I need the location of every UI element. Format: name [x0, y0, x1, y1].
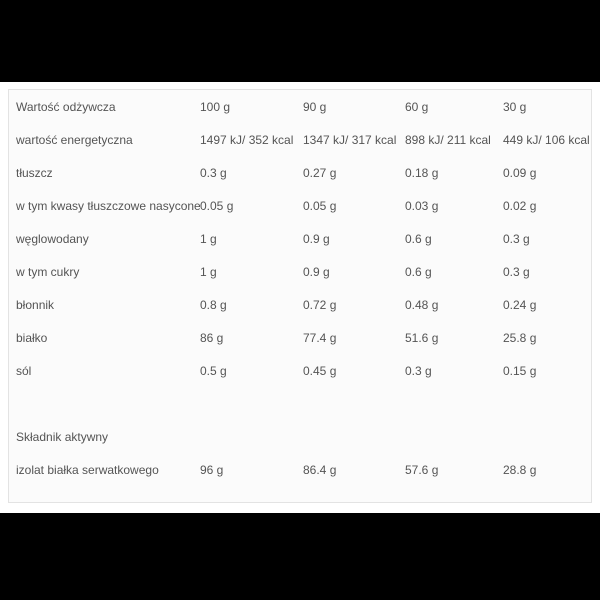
- table-section-header-row: Składnik aktywny: [9, 420, 591, 453]
- cell-value: 96 g: [200, 462, 224, 477]
- row-label: tłuszcz: [16, 165, 53, 180]
- cell-value: 86 g: [200, 330, 224, 345]
- nutrition-facts-table: Wartość odżywcza 100 g 90 g 60 g 30 g wa…: [8, 89, 592, 503]
- cell-value: 0.72 g: [303, 297, 337, 312]
- cell-value: 77.4 g: [303, 330, 337, 345]
- cell-value: 0.03 g: [405, 198, 439, 213]
- table-row: w tym cukry 1 g 0.9 g 0.6 g 0.3 g: [9, 255, 591, 288]
- page-background: Wartość odżywcza 100 g 90 g 60 g 30 g wa…: [0, 82, 600, 513]
- cell-value: 0.24 g: [503, 297, 537, 312]
- cell-value: 0.05 g: [303, 198, 337, 213]
- table-row: tłuszcz 0.3 g 0.27 g 0.18 g 0.09 g: [9, 156, 591, 189]
- table-row: izolat białka serwatkowego 96 g 86.4 g 57.6…: [9, 453, 591, 486]
- cell-value: 449 kJ/ 106 kcal: [503, 132, 590, 147]
- cell-value: 0.9 g: [303, 231, 330, 246]
- table-header-label: Wartość odżywcza: [16, 99, 116, 114]
- cell-value: 0.3 g: [503, 264, 530, 279]
- nutrition-table-body: wartość energetyczna 1497 kJ/ 352 kcal 134…: [9, 123, 591, 486]
- row-label: Składnik aktywny: [16, 429, 109, 444]
- cell-value: 1 g: [200, 264, 217, 279]
- cell-value: 25.8 g: [503, 330, 537, 345]
- cell-value: 0.3 g: [405, 363, 432, 378]
- cell-value: 898 kJ/ 211 kcal: [405, 132, 491, 147]
- cell-value: 0.6 g: [405, 231, 432, 246]
- cell-value: 1347 kJ/ 317 kcal: [303, 132, 397, 147]
- cell-value: 0.09 g: [503, 165, 537, 180]
- cell-value: 0.18 g: [405, 165, 439, 180]
- cell-value: 28.8 g: [503, 462, 537, 477]
- row-label: wartość energetyczna: [16, 132, 133, 147]
- cell-value: 0.15 g: [503, 363, 537, 378]
- cell-value: 0.6 g: [405, 264, 432, 279]
- row-label: węglowodany: [16, 231, 89, 246]
- letterbox-top: [0, 0, 600, 82]
- table-header-serving: 100 g: [200, 99, 231, 114]
- cell-value: 0.05 g: [200, 198, 234, 213]
- row-label: izolat białka serwatkowego: [16, 462, 159, 477]
- table-header-row: Wartość odżywcza 100 g 90 g 60 g 30 g: [9, 90, 591, 123]
- row-label: sól: [16, 363, 32, 378]
- cell-value: 0.5 g: [200, 363, 227, 378]
- cell-value: 1497 kJ/ 352 kcal: [200, 132, 294, 147]
- table-header-serving: 60 g: [405, 99, 429, 114]
- letterbox-bottom: [0, 513, 600, 600]
- cell-value: 51.6 g: [405, 330, 439, 345]
- cell-value: 86.4 g: [303, 462, 337, 477]
- table-row: w tym kwasy tłuszczowe nasycone 0.05 g 0.0…: [9, 189, 591, 222]
- row-label: w tym cukry: [16, 264, 80, 279]
- cell-value: 1 g: [200, 231, 217, 246]
- table-row: błonnik 0.8 g 0.72 g 0.48 g 0.24 g: [9, 288, 591, 321]
- table-header-serving: 90 g: [303, 99, 327, 114]
- cell-value: 0.27 g: [303, 165, 337, 180]
- table-spacer-row: [9, 387, 591, 420]
- row-label: białko: [16, 330, 48, 345]
- cell-value: 0.8 g: [200, 297, 227, 312]
- cell-value: 0.48 g: [405, 297, 439, 312]
- table-header-serving: 30 g: [503, 99, 527, 114]
- row-label: błonnik: [16, 297, 55, 312]
- table-row: wartość energetyczna 1497 kJ/ 352 kcal 134…: [9, 123, 591, 156]
- row-label: w tym kwasy tłuszczowe nasycone: [16, 198, 200, 213]
- cell-value: 0.02 g: [503, 198, 537, 213]
- cell-value: 57.6 g: [405, 462, 439, 477]
- table-row: węglowodany 1 g 0.9 g 0.6 g 0.3 g: [9, 222, 591, 255]
- cell-value: 0.3 g: [200, 165, 227, 180]
- cell-value: 0.3 g: [503, 231, 530, 246]
- cell-value: 0.45 g: [303, 363, 337, 378]
- cell-value: 0.9 g: [303, 264, 330, 279]
- table-row: białko 86 g 77.4 g 51.6 g 25.8 g: [9, 321, 591, 354]
- table-row: sól 0.5 g 0.45 g 0.3 g 0.15 g: [9, 354, 591, 387]
